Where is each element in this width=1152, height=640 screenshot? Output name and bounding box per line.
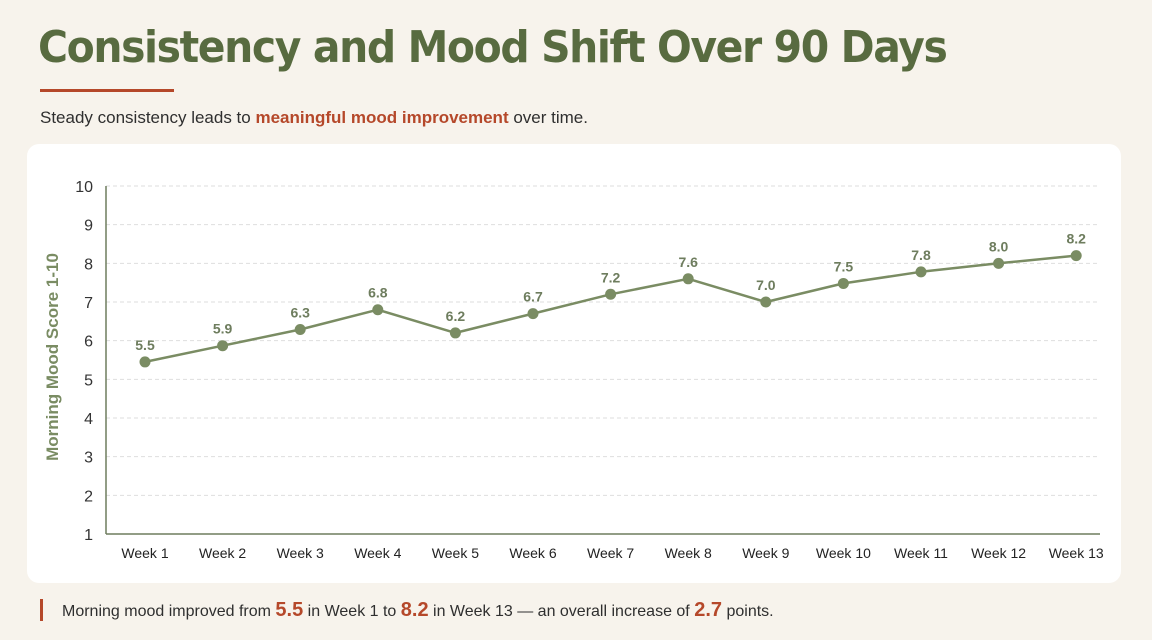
data-label-4: 6.8 [368, 285, 388, 301]
y-axis-label: Morning Mood Score 1-10 [43, 253, 62, 461]
data-label-10: 7.5 [834, 258, 854, 274]
data-point-3 [294, 323, 306, 335]
data-label-11: 7.8 [911, 247, 931, 263]
y-tick-label-9: 9 [84, 218, 93, 235]
footer-accent-bar [40, 599, 43, 621]
y-tick-label-5: 5 [84, 372, 93, 389]
data-label-5: 6.2 [446, 308, 466, 324]
data-point-2 [217, 340, 229, 352]
x-tick-label-4: Week 4 [354, 545, 401, 561]
subtitle-text-end: over time. [508, 108, 588, 127]
summary-increase-value: 2.7 [694, 598, 723, 621]
x-tick-label-11: Week 11 [894, 545, 948, 561]
data-label-3: 6.3 [290, 304, 310, 320]
x-tick-label-3: Week 3 [277, 545, 324, 561]
y-tick-label-10: 10 [75, 179, 93, 196]
x-tick-label-5: Week 5 [432, 545, 479, 561]
chart-title: Consistency and Mood Shift Over 90 Days [38, 22, 948, 73]
chart-subtitle: Steady consistency leads to meaningful m… [40, 108, 588, 128]
summary-part-3: in Week 13 — an overall increase of [428, 602, 695, 620]
chart-card: 1 2 3 4 5 6 7 8 9 10 Week 1 Week 2 Week 3 Week 4 Week… [27, 144, 1121, 583]
summary-part-1: Morning mood improved from [62, 602, 276, 620]
data-points [139, 250, 1082, 368]
summary-footer: Morning mood improved from 5.5 in Week 1… [40, 596, 774, 624]
x-tick-label-2: Week 2 [199, 545, 246, 561]
y-tick-label-8: 8 [84, 256, 93, 273]
data-point-10 [837, 277, 849, 289]
y-tick-label-1: 1 [84, 527, 93, 544]
subtitle-text-start: Steady consistency leads to [40, 108, 256, 127]
summary-part-2: in Week 1 to [303, 602, 401, 620]
data-point-12 [993, 257, 1005, 269]
data-point-6 [527, 308, 539, 320]
data-point-7 [605, 288, 617, 300]
data-label-13: 8.2 [1066, 231, 1086, 247]
summary-part-4: points. [722, 602, 774, 620]
x-tick-label-7: Week 7 [587, 545, 634, 561]
y-tick-label-7: 7 [84, 295, 93, 312]
subtitle-highlight: meaningful mood improvement [255, 108, 509, 127]
x-tick-label-9: Week 9 [742, 545, 789, 561]
x-tick-label-13: Week 13 [1049, 545, 1104, 561]
x-tick-label-6: Week 6 [509, 545, 556, 561]
x-tick-label-12: Week 12 [971, 545, 1026, 561]
data-point-13 [1070, 250, 1082, 262]
title-underline [40, 89, 174, 92]
summary-end-value: 8.2 [400, 598, 429, 621]
data-point-8 [682, 273, 694, 285]
y-tick-label-2: 2 [84, 488, 93, 505]
data-label-2: 5.9 [213, 321, 233, 337]
data-labels: 5.5 5.9 6.3 6.8 6.2 6.7 7.2 7.6 7.0 7.5 7.8 8.0 8.2 [135, 231, 1086, 353]
data-point-9 [760, 296, 772, 308]
x-tick-label-1: Week 1 [121, 545, 168, 561]
data-point-5 [449, 327, 461, 339]
data-label-1: 5.5 [135, 337, 155, 353]
data-point-1 [139, 356, 151, 368]
y-tick-labels: 1 2 3 4 5 6 7 8 9 10 [75, 179, 93, 544]
axes [105, 186, 1100, 535]
y-tick-label-3: 3 [84, 450, 93, 467]
x-tick-label-10: Week 10 [816, 545, 871, 561]
data-point-11 [915, 266, 927, 278]
data-label-7: 7.2 [601, 269, 621, 285]
y-tick-label-6: 6 [84, 334, 93, 351]
y-tick-label-4: 4 [84, 411, 93, 428]
x-tick-label-8: Week 8 [665, 545, 712, 561]
gridlines [106, 185, 1100, 496]
x-tick-labels: Week 1 Week 2 Week 3 Week 4 Week 5 Week 6 Week… [121, 545, 1104, 561]
data-label-12: 8.0 [989, 238, 1009, 254]
summary-start-value: 5.5 [275, 598, 304, 621]
data-label-9: 7.0 [756, 277, 776, 293]
data-label-8: 7.6 [678, 254, 698, 270]
data-label-6: 6.7 [523, 289, 543, 305]
summary-text: Morning mood improved from 5.5 in Week 1… [62, 599, 774, 622]
data-point-4 [372, 304, 384, 316]
